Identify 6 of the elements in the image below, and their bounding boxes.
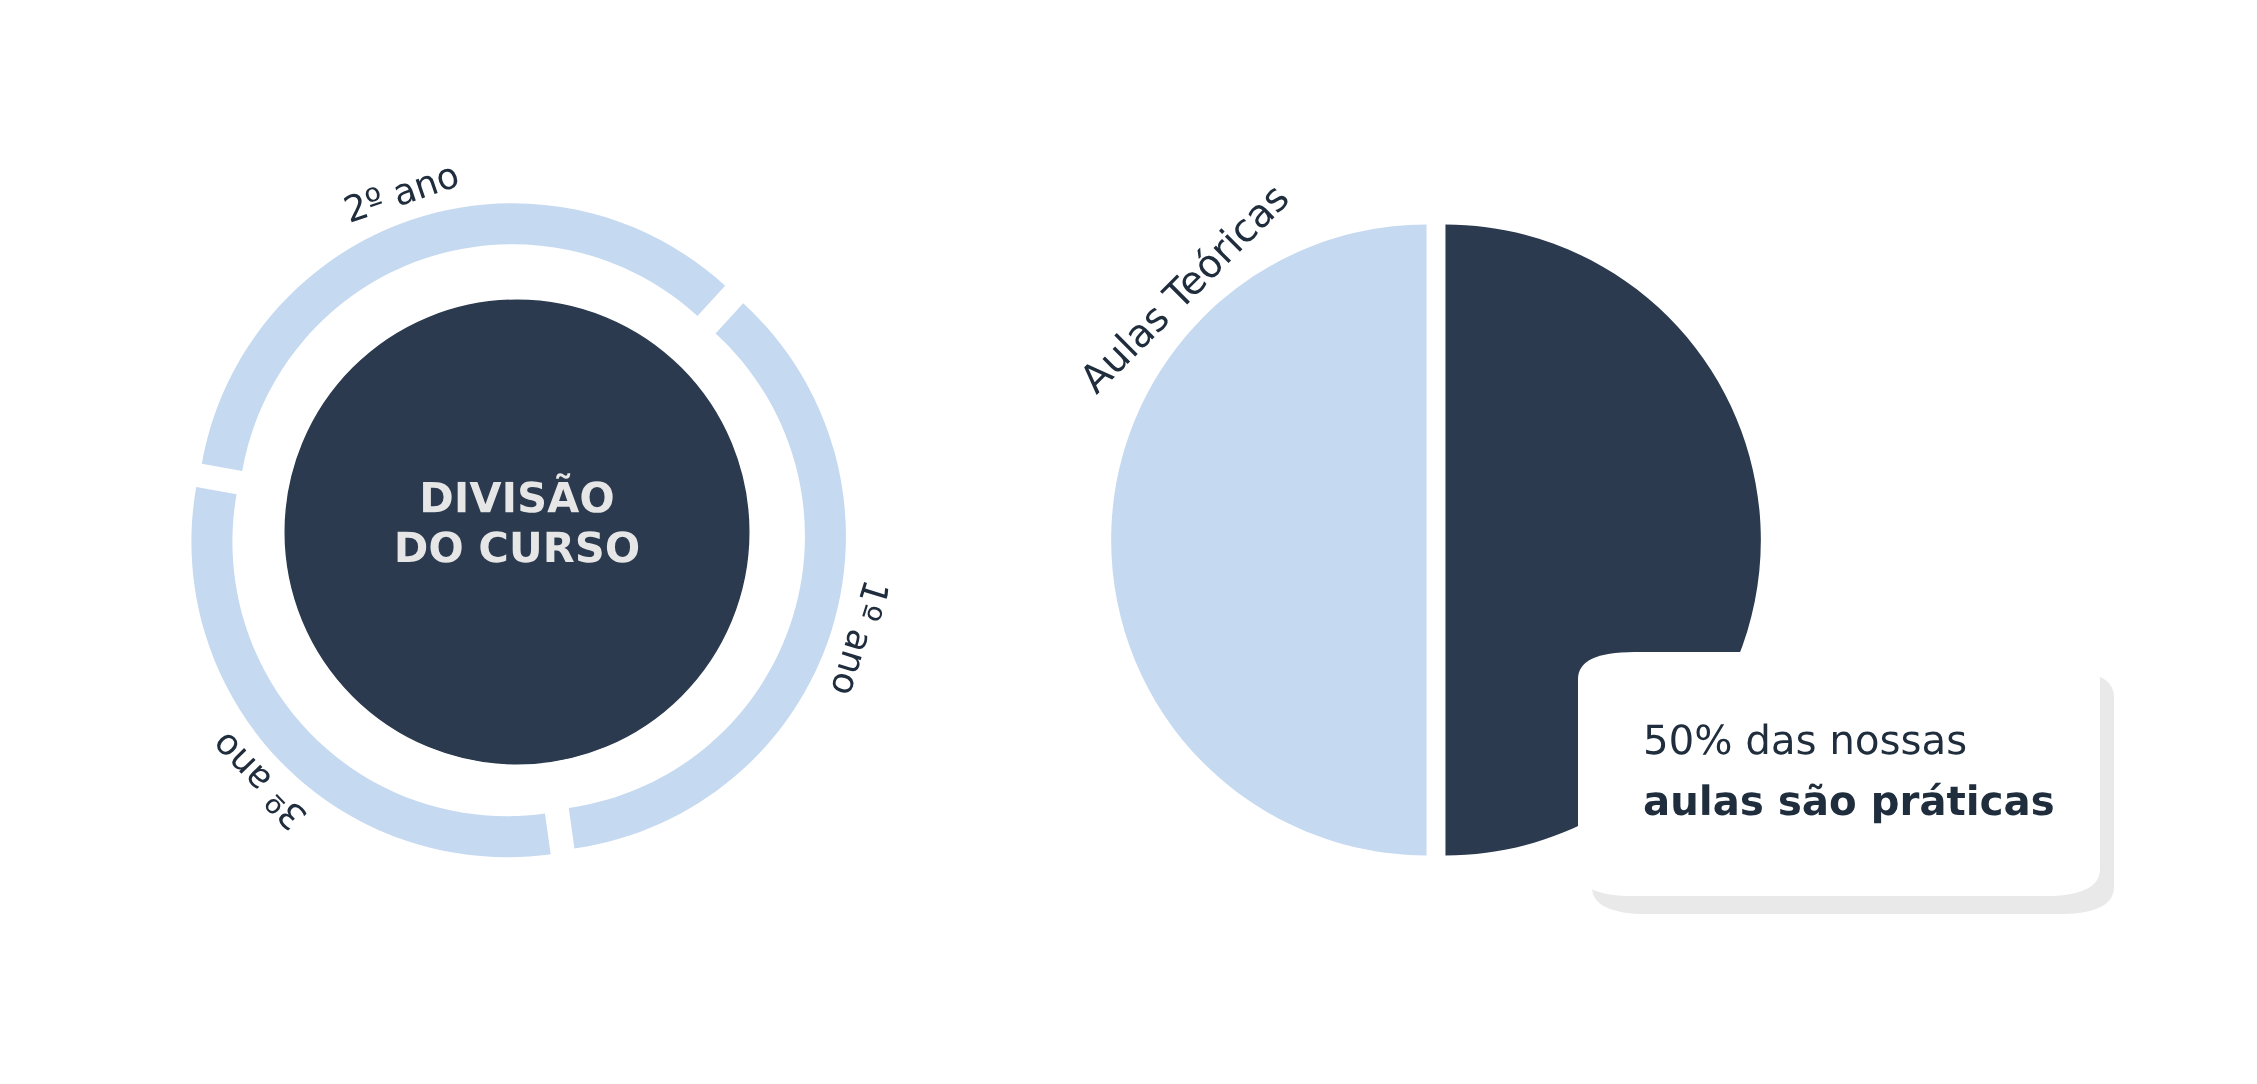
slice-label: 2º ano [343,160,460,223]
text: 50% das nossas [1646,723,1966,755]
slice-label: 1º ano [830,581,890,698]
text: aulas são práticas [1644,782,2053,824]
text: DIVISÃO DO CURSO [397,473,639,563]
slice-label: 3º ano [208,731,308,832]
